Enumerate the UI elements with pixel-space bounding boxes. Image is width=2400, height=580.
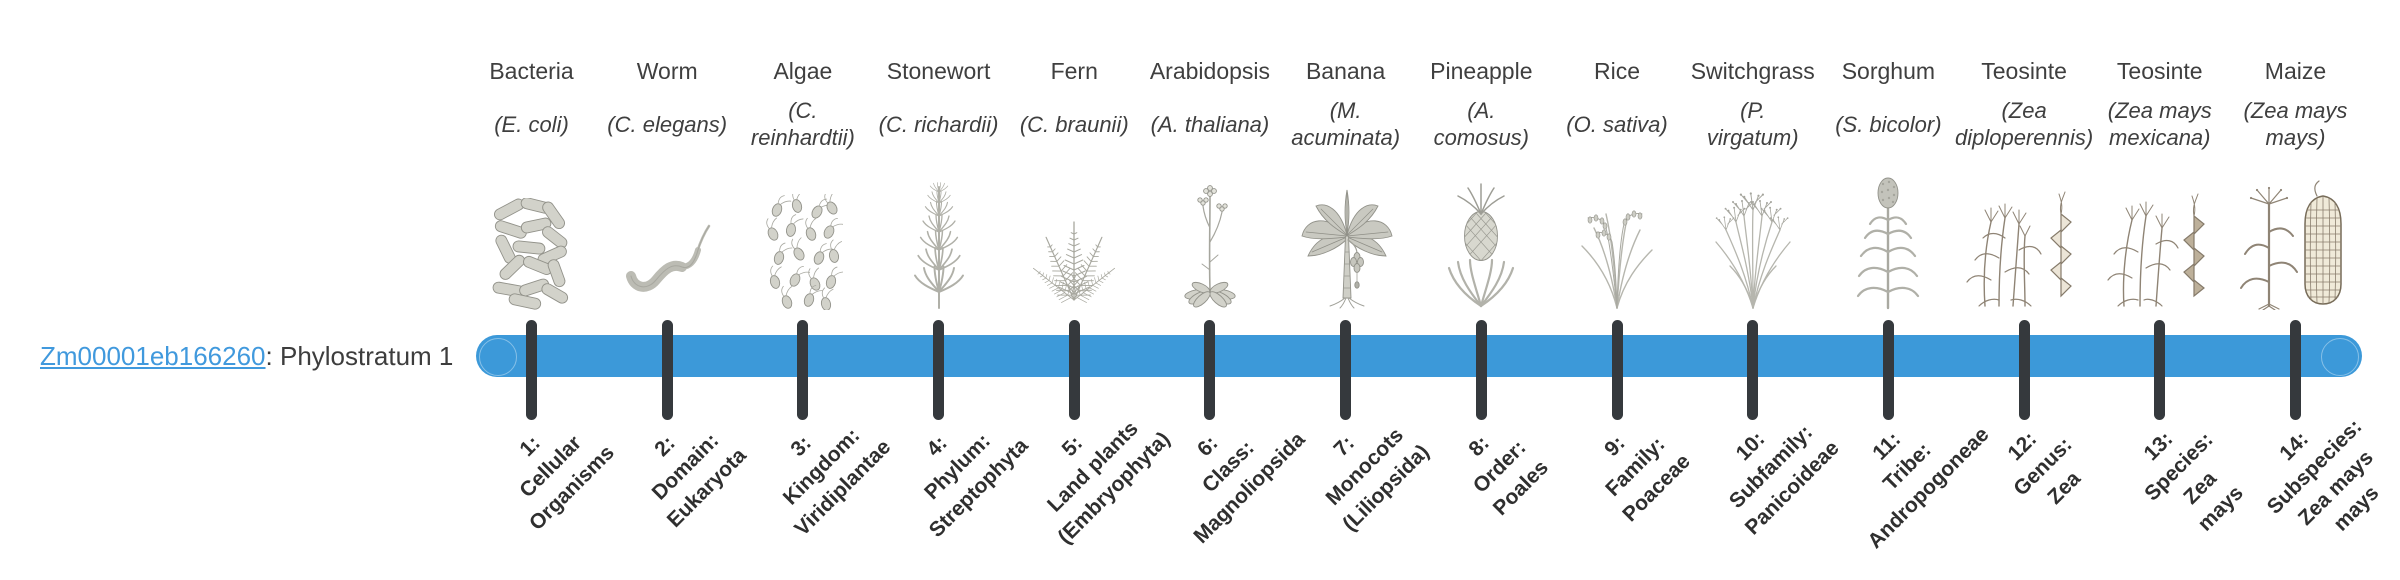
taxon-column: Teosinte (Zea diploperennis) 12: Genus: Zea: [1954, 50, 2094, 580]
timeline-tick: [933, 320, 945, 420]
phylostratum-tick-label: 1: Cellular Organisms: [515, 431, 619, 535]
phylostratum-tick-label: 2: Domain: Eukaryota: [648, 429, 752, 532]
timeline-tick: [661, 320, 673, 420]
taxon-common-name: Sorghum: [1841, 58, 1936, 84]
taxon-scientific-name: (C. richardii): [878, 111, 999, 137]
taxon-scientific-name: (M. acuminata): [1291, 98, 1401, 150]
taxon-scientific-name: (Zea mays mexicana): [2107, 98, 2212, 150]
timeline-tick: [2018, 320, 2030, 420]
taxon-scientific-name: (Zea mays mays): [2243, 98, 2348, 150]
taxon-column: Algae (C. reinhardtii) 3: Kingdom: Viridipl…: [735, 50, 896, 580]
taxon-common-name: Worm: [636, 58, 698, 84]
taxon-scientific-name: (C. reinhardtii): [750, 98, 855, 150]
taxon-scientific-name: (C. braunii): [1019, 111, 1129, 137]
rice-icon: [1549, 150, 1685, 310]
taxon-common-name: Teosinte: [2116, 58, 2203, 84]
timeline-tick: [1611, 320, 1623, 420]
fern-icon: [1006, 150, 1142, 310]
phylostratum-tick-label: 14: Subspecies: Zea mays mays: [2262, 415, 2384, 536]
algae-icon: [735, 150, 871, 310]
taxon-common-name: Bacteria: [489, 58, 574, 84]
phylostratum-tick-label: 11: Tribe: Andropogoneae: [1863, 422, 1994, 553]
phylostratum-tick-label: 9: Family: Poaceae: [1600, 431, 1696, 527]
timeline-tick: [1340, 320, 1352, 420]
taxon-column: Banana (M. acuminata) 7: Monocots (Liliopsi…: [1278, 50, 1434, 580]
stonewort-icon: [871, 150, 1007, 310]
taxon-common-name: Fern: [1050, 58, 1098, 84]
timeline-tick: [797, 320, 809, 420]
taxon-common-name: Algae: [773, 58, 833, 84]
taxon-scientific-name: (S. bicolor): [1835, 111, 1942, 137]
taxon-common-name: Teosinte: [1981, 58, 2067, 84]
taxon-column: Teosinte (Zea mays mexicana) 13: Species: Z…: [2092, 50, 2248, 580]
timeline-tick: [1204, 320, 1216, 420]
gene-link[interactable]: Zm00001eb166260: [40, 341, 266, 371]
taxon-common-name: Pineapple: [1430, 58, 1533, 84]
taxon-scientific-name: (Zea diploperennis): [1954, 98, 2094, 150]
timeline-tick: [1068, 320, 1080, 420]
gene-phylostratum-label: Zm00001eb166260: Phylostratum 1: [40, 340, 453, 372]
taxon-column: Arabidopsis (A. thaliana) 6: Class: Magnol…: [1142, 50, 1310, 580]
taxon-column: Sorghum (S. bicolor) 11: Tribe: Andropogon…: [1820, 50, 1994, 580]
bacteria-icon: [464, 150, 600, 310]
taxon-scientific-name: (E. coli): [494, 111, 569, 137]
timeline-tick: [526, 320, 537, 420]
taxon-column: Fern (C. braunii) 5: Land plants (Embryoph…: [1006, 50, 1175, 580]
timeline-tick: [1882, 320, 1894, 420]
taxon-scientific-name: (A. thaliana): [1150, 111, 1270, 137]
teosinte-diploperennis-icon: [1956, 150, 2092, 310]
phylostratum-tick-label: 12: Genus: Zea: [2003, 427, 2085, 509]
phylostratum-tick-label: 5: Land plants (Embryophyta): [1043, 417, 1175, 549]
taxon-common-name: Maize: [2264, 58, 2327, 84]
timeline-tick: [1747, 320, 1759, 420]
taxon-scientific-name: (C. elegans): [607, 111, 728, 137]
taxon-column: Worm (C. elegans) 2: Domain: Eukaryota: [599, 50, 752, 580]
timeline-tick: [2289, 320, 2301, 420]
taxon-common-name: Rice: [1594, 58, 1641, 84]
taxon-common-name: Arabidopsis: [1149, 58, 1271, 84]
maize-icon: [2227, 150, 2363, 310]
phylostratum-tick-label: 7: Monocots (Liliopsida): [1321, 423, 1434, 536]
taxon-column: Switchgrass (P. virgatum) 10: Subfamily: Pa…: [1685, 50, 1844, 580]
timeline-tick: [2154, 320, 2166, 420]
timeline-tick: [1475, 320, 1487, 420]
taxon-scientific-name: (P. virgatum): [1706, 98, 1799, 150]
worm-icon: [599, 150, 735, 310]
phylostratum-tick-label: 10: Subfamily: Panicoideae: [1725, 420, 1844, 540]
taxon-column: Pineapple (A. comosus) 8: Order: Poales: [1413, 50, 1554, 580]
taxon-column: Maize (Zea mays mays) 14: Subspecies: Zea m…: [2227, 50, 2384, 580]
pineapple-icon: [1413, 150, 1549, 310]
taxon-common-name: Banana: [1305, 58, 1386, 84]
sorghum-icon: [1820, 150, 1956, 310]
taxon-common-name: Switchgrass: [1690, 58, 1815, 84]
phylostratum-tick-label: 13: Species: Zea mays: [2139, 427, 2248, 536]
taxon-column: Rice (O. sativa) 9: Family: Poaceae: [1549, 50, 1696, 580]
phylostratum-tick-label: 3: Kingdom: Viridiplantae: [779, 424, 896, 541]
taxon-column: Bacteria (E. coli) 1: Cellular Organisms: [464, 50, 619, 580]
timeline-bar: [476, 335, 2362, 377]
phylostratum-text: : Phylostratum 1: [265, 341, 454, 371]
phylostratum-tick-label: 4: Phylum: Streptophyta: [920, 429, 1033, 542]
phylostratum-tick-label: 6: Class: Magnoliopsida: [1189, 427, 1310, 548]
switchgrass-icon: [1685, 150, 1821, 310]
banana-icon: [1278, 150, 1414, 310]
teosinte-mexicana-icon: [2092, 150, 2228, 310]
phylostratum-tick-label: 8: Order: Poales: [1464, 431, 1554, 520]
taxon-scientific-name: (A. comosus): [1433, 98, 1529, 150]
taxon-column: Stonewort (C. richardii) 4: Phylum: Strept…: [871, 50, 1033, 580]
arabidopsis-icon: [1142, 150, 1278, 310]
taxon-scientific-name: (O. sativa): [1566, 111, 1668, 137]
taxon-common-name: Stonewort: [886, 58, 991, 84]
